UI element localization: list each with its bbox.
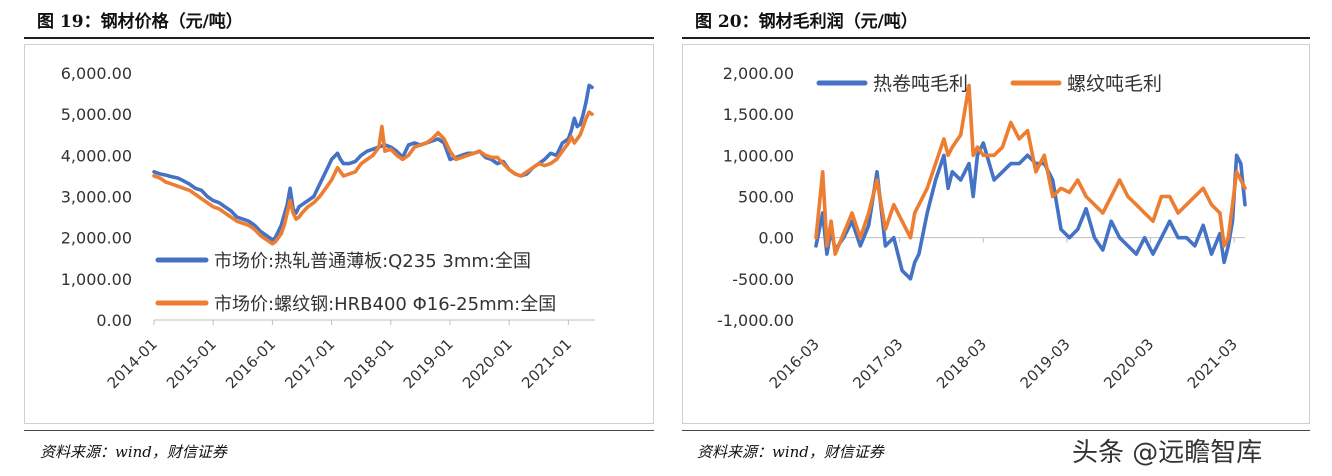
- y-tick-label: 5,000.00: [61, 105, 132, 124]
- right-source-note: 资料来源：wind，财信证券: [697, 443, 884, 461]
- series-line-1: [152, 83, 594, 242]
- y-tick-label: 1,000.00: [723, 146, 794, 165]
- x-tick-label: 2021-01: [518, 335, 575, 392]
- series-line-1: [814, 141, 1247, 281]
- right-figure-title: 图 20：钢材毛利润（元/吨）: [695, 12, 918, 32]
- y-tick-label: 1,000.00: [61, 270, 132, 289]
- y-tick-label: 2,000.00: [723, 64, 794, 83]
- right-title-rule: [682, 37, 1310, 39]
- left-source-rule: [24, 430, 654, 431]
- legend-label-1: 市场价:热轧普通薄板:Q235 3mm:全国: [214, 251, 531, 272]
- left-figure-title: 图 19：钢材价格（元/吨）: [37, 12, 243, 32]
- x-tick-label: 2021-03: [1184, 335, 1241, 392]
- right-source-rule: [682, 430, 1310, 431]
- x-tick-label: 2020-03: [1100, 335, 1157, 392]
- legend-label-2: 螺纹吨毛利: [1067, 73, 1162, 95]
- y-tick-label: 6,000.00: [61, 64, 132, 83]
- legend-label-2: 市场价:螺纹钢:HRB400 Φ16-25mm:全国: [214, 294, 556, 315]
- x-tick-label: 2015-01: [163, 335, 220, 392]
- left-source-note: 资料来源：wind，财信证券: [40, 443, 227, 461]
- x-tick-label: 2016-03: [766, 335, 823, 392]
- y-tick-label: 3,000.00: [61, 188, 132, 207]
- x-tick-label: 2017-01: [281, 335, 338, 392]
- y-tick-label: -1,000.00: [717, 311, 794, 330]
- x-tick-label: 2014-01: [104, 335, 161, 392]
- y-tick-label: 4,000.00: [61, 146, 132, 165]
- left-title-rule: [24, 37, 654, 39]
- x-tick-label: 2018-03: [933, 335, 990, 392]
- x-tick-label: 2016-01: [222, 335, 279, 392]
- legend-label-1: 热卷吨毛利: [873, 73, 968, 95]
- y-tick-label: 0.00: [758, 229, 794, 248]
- x-tick-label: 2018-01: [341, 335, 398, 392]
- series-line-2: [814, 83, 1247, 256]
- y-tick-label: 0.00: [96, 311, 132, 330]
- y-tick-label: 500.00: [738, 188, 794, 207]
- right-chart-panel: -1,000.00 -500.00 0.00 500.00 1,000.00 1,500.…: [682, 44, 1310, 424]
- left-chart-panel: 0.00 1,000.00 2,000.00 3,000.00 4,000.00 5,00…: [24, 44, 654, 424]
- y-tick-label: -500.00: [732, 270, 794, 289]
- watermark-text: 头条 @远瞻智库: [1072, 438, 1263, 468]
- series-line-2: [152, 110, 594, 246]
- x-tick-label: 2019-01: [400, 335, 457, 392]
- y-tick-label: 1,500.00: [723, 105, 794, 124]
- x-tick-label: 2019-03: [1017, 335, 1074, 392]
- x-tick-label: 2020-01: [459, 335, 516, 392]
- steel-price-chart: 0.00 1,000.00 2,000.00 3,000.00 4,000.00 5,00…: [61, 64, 595, 392]
- x-tick-label: 2017-03: [849, 335, 906, 392]
- y-tick-label: 2,000.00: [61, 229, 132, 248]
- steel-gross-profit-chart: -1,000.00 -500.00 0.00 500.00 1,000.00 1,500.…: [717, 64, 1247, 392]
